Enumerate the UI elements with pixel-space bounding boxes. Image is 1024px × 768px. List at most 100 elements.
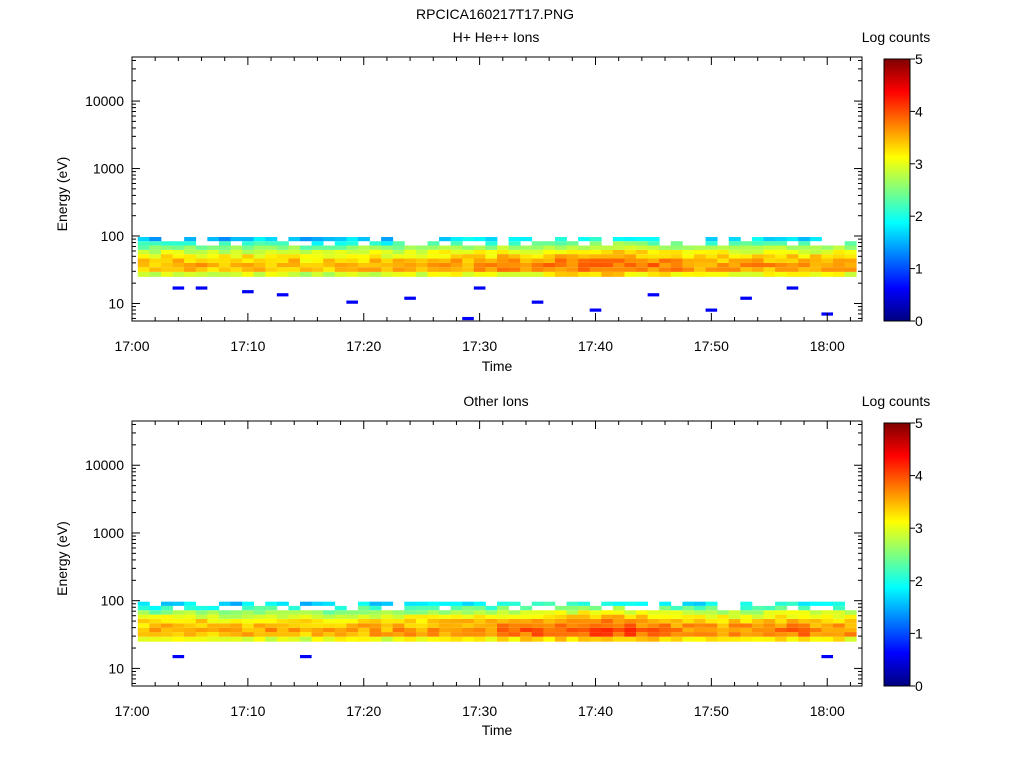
heatmap-cell [276, 241, 289, 246]
sporadic-hit-cell [740, 296, 752, 300]
heatmap-cell [207, 267, 220, 272]
heatmap-cell [415, 610, 428, 615]
heatmap-cell [149, 262, 162, 268]
heatmap-cell [137, 237, 150, 242]
heatmap-cell [485, 245, 498, 250]
heatmap-cell [821, 254, 834, 259]
heatmap-cell [450, 262, 463, 268]
heatmap-cell [160, 258, 173, 263]
heatmap-cell [462, 262, 475, 268]
heatmap-cell [566, 636, 579, 642]
heatmap-cell [601, 254, 614, 259]
heatmap-cell [612, 271, 625, 277]
heatmap-cell [334, 271, 347, 277]
heatmap-cell [369, 241, 382, 246]
heatmap-cell [497, 623, 509, 628]
heatmap-cell [439, 262, 452, 268]
heatmap-cell [160, 636, 173, 642]
heatmap-cell [833, 258, 846, 263]
heatmap-cell [357, 258, 370, 263]
heatmap-cell [265, 627, 278, 633]
heatmap-cell [149, 618, 162, 624]
heatmap-cell [288, 627, 301, 633]
heatmap-cell [473, 237, 486, 242]
heatmap-cell [809, 614, 822, 619]
heatmap-cell [809, 245, 822, 250]
heatmap-cell [520, 610, 533, 615]
heatmap-cell [775, 610, 788, 615]
heatmap-cell [392, 241, 405, 246]
heatmap-cell [531, 627, 544, 633]
heatmap-cell [265, 237, 278, 242]
heatmap-cell [497, 614, 509, 619]
heatmap-cell [242, 632, 255, 637]
heatmap-cell [439, 237, 452, 242]
heatmap-cell [740, 627, 753, 633]
heatmap-cell [717, 254, 730, 259]
heatmap-cell [612, 610, 625, 615]
heatmap-cell [311, 623, 324, 628]
heatmap-cell [242, 623, 255, 628]
heatmap-cell [554, 627, 567, 633]
heatmap-cell [184, 267, 197, 272]
heatmap-cell [415, 601, 428, 606]
heatmap-cell [392, 627, 405, 633]
heatmap-cell [693, 249, 706, 255]
heatmap-cell [508, 237, 521, 242]
heatmap-cell [381, 627, 394, 633]
x-tick-label: 17:50 [694, 338, 729, 354]
heatmap-cell [601, 601, 614, 606]
heatmap-cell [798, 267, 811, 272]
heatmap-cell [601, 623, 614, 628]
colorbar-tick-label: 5 [915, 415, 923, 431]
heatmap-cell [578, 271, 591, 277]
heatmap-cell [137, 636, 150, 642]
heatmap-cell [659, 254, 672, 259]
heatmap-cell [485, 249, 498, 255]
heatmap-cell [740, 249, 753, 255]
heatmap-cell [520, 632, 533, 637]
heatmap-cell [311, 249, 324, 255]
heatmap-cell [821, 245, 834, 250]
heatmap-cell [473, 271, 486, 277]
heatmap-cell [624, 249, 637, 255]
heatmap-cell [323, 636, 336, 642]
colorbar-tick-label: 0 [915, 313, 923, 329]
heatmap-cell [218, 271, 231, 277]
heatmap-cell [381, 610, 394, 615]
heatmap-cell [844, 627, 857, 633]
heatmap-cell [439, 267, 452, 272]
heatmap-cell [427, 636, 440, 642]
heatmap-cell [566, 249, 579, 255]
heatmap-cell [218, 249, 231, 255]
heatmap-cell [647, 262, 660, 268]
heatmap-cell [670, 627, 683, 633]
heatmap-cell [276, 601, 289, 606]
heatmap-cell [624, 237, 637, 242]
heatmap-cell [346, 241, 359, 246]
heatmap-cell [775, 627, 788, 633]
heatmap-cell [705, 601, 718, 606]
heatmap-cell [670, 632, 683, 637]
heatmap-cell [705, 623, 718, 628]
x-tick-label: 17:00 [114, 338, 149, 354]
heatmap-cell [415, 245, 428, 250]
heatmap-cell [809, 267, 822, 272]
heatmap-cell [740, 258, 753, 263]
colorbar [883, 58, 911, 322]
heatmap-cell [612, 262, 625, 268]
heatmap-cell [670, 605, 683, 611]
heatmap-cell [624, 632, 637, 637]
heatmap-cell [427, 271, 440, 277]
heatmap-cell [462, 258, 475, 263]
heatmap-cell [276, 632, 289, 637]
heatmap-cell [427, 614, 440, 619]
heatmap-cell [670, 245, 683, 250]
heatmap-cell [137, 241, 150, 246]
heatmap-cell [462, 267, 475, 272]
heatmap-cell [844, 271, 857, 277]
heatmap-cell [763, 271, 776, 277]
heatmap-cell [357, 267, 370, 272]
heatmap-cell [242, 636, 255, 642]
